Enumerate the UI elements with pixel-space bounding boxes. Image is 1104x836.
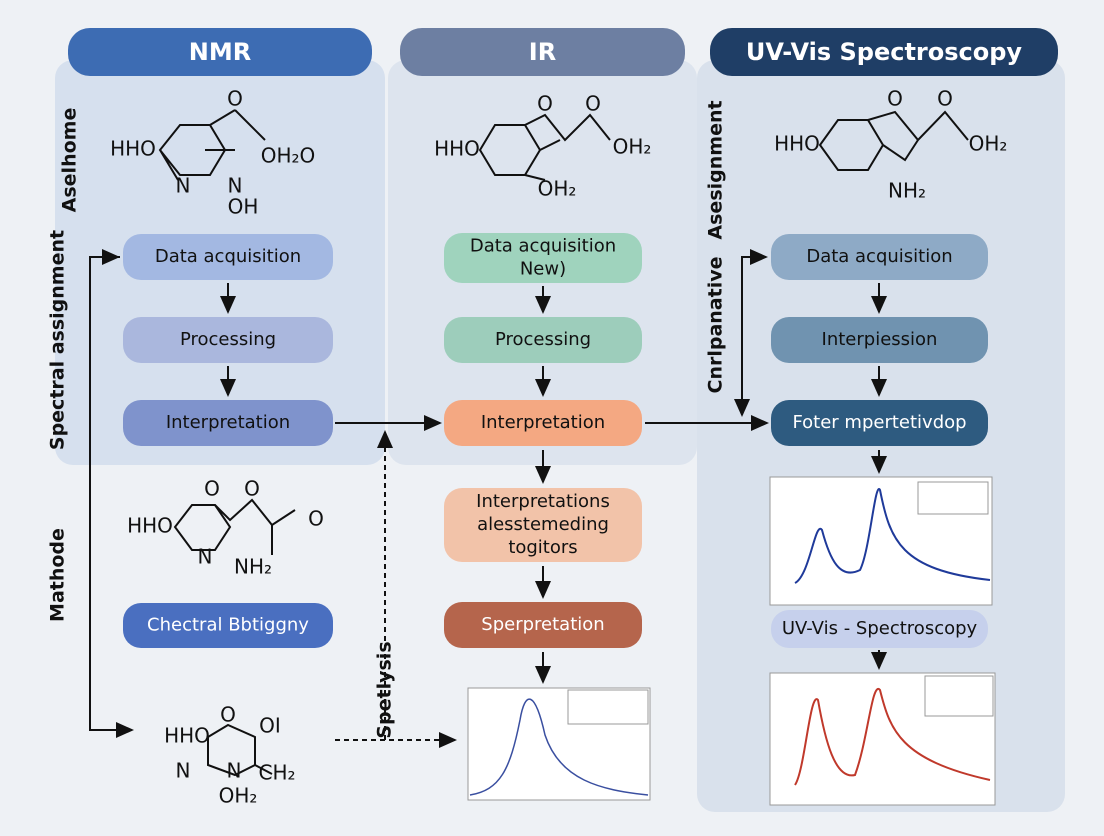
atom-label: N: [176, 759, 191, 783]
arrows: [89, 249, 887, 748]
atom-label: HHO: [434, 137, 480, 161]
flow-box: [444, 317, 642, 363]
flow-box: [123, 317, 333, 363]
atom-label: O: [227, 87, 243, 111]
atom-label: N: [176, 174, 191, 198]
column-header-text: NMR: [189, 38, 251, 66]
bonds: [158, 109, 969, 777]
flow-box-text: togitors: [508, 537, 577, 558]
atom-label: OH₂: [969, 132, 1008, 156]
atom-label: O: [887, 87, 903, 111]
atom-label: N: [227, 759, 242, 783]
side-label: Spectral assignment: [47, 230, 69, 450]
atom-label: OI: [259, 714, 281, 738]
atom-label: OH: [228, 195, 259, 219]
atom-label: HHO: [774, 132, 820, 156]
atom-label: NH₂: [888, 179, 926, 203]
flow-box: [771, 234, 988, 280]
flow-box-text: Sperpretation: [481, 614, 604, 635]
flow-box-text: Interpretations: [476, 491, 610, 512]
flow-box: [444, 488, 642, 562]
atom-label: O: [937, 87, 953, 111]
flow-box-text: Processing: [495, 329, 591, 350]
atom-label: OH₂: [538, 177, 577, 201]
flow-box-text: Interpretation: [166, 412, 290, 433]
side-label: Spetlysis: [374, 641, 396, 738]
atom-label: CH₂: [258, 761, 295, 785]
atom-label: OH₂: [219, 784, 258, 808]
side-label: Mathode: [47, 528, 69, 622]
side-label: Aselhome: [59, 108, 81, 213]
flow-box: [444, 233, 642, 283]
column-header-text: IR: [529, 38, 556, 66]
atom-label: NH₂: [234, 555, 272, 579]
column-header: [68, 28, 372, 76]
flow-box-text: alesstemeding: [477, 514, 609, 535]
atom-label: HHO: [127, 514, 173, 538]
atom-label: O: [220, 703, 236, 727]
flow-box-text: Data acquisition: [470, 236, 616, 257]
flow-box: [771, 400, 988, 446]
flow-box: [123, 234, 333, 280]
flow-box-text: Data acquisition: [806, 246, 952, 267]
atom-label: O: [585, 92, 601, 116]
atom-label: N: [198, 545, 213, 569]
side-label: Cnrlpanative: [705, 257, 727, 394]
atom-label: O: [244, 477, 260, 501]
atom-label: O: [308, 507, 324, 531]
atom-label: HHO: [164, 724, 210, 748]
column-header: [400, 28, 685, 76]
flow-box-text: Foter mpertetivdop: [792, 412, 966, 433]
flow-box-text: UV-Vis - Spectroscopy: [782, 618, 978, 639]
atom-label: O: [537, 92, 553, 116]
atom-label: N: [228, 174, 243, 198]
flow-box: [123, 603, 333, 648]
atom-label: O: [204, 477, 220, 501]
flow-box-text: New): [520, 259, 566, 280]
atom-label: OH₂: [613, 135, 652, 159]
flow-box: [123, 400, 333, 446]
column-header-text: UV-Vis Spectroscopy: [746, 38, 1022, 66]
flow-box-text: Data acquisition: [155, 246, 301, 267]
atom-label: HHO: [110, 137, 156, 161]
flow-box: [444, 400, 642, 446]
column-header: [710, 28, 1058, 76]
flow-box: [444, 602, 642, 648]
flow-box: [771, 317, 988, 363]
flow-box-text: Interpretation: [481, 412, 605, 433]
atom-label: OH₂O: [261, 144, 316, 168]
spectra: [467, 476, 996, 806]
side-label: Asesignment: [705, 100, 727, 239]
flow-box: [771, 610, 988, 648]
flow-box-text: Processing: [180, 329, 276, 350]
flow-box-text: Chectral Bbtiggny: [147, 615, 309, 636]
flow-box-text: Interpiession: [822, 329, 938, 350]
